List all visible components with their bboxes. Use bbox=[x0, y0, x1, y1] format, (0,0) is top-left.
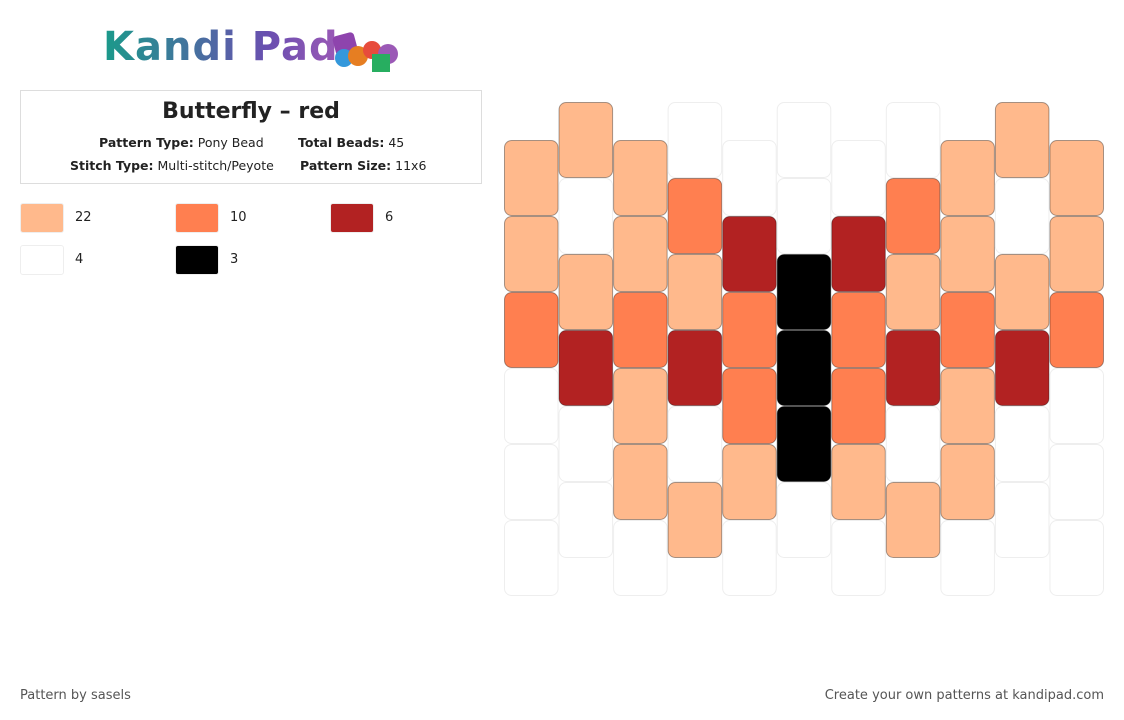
bead bbox=[722, 292, 777, 368]
bead bbox=[613, 444, 668, 520]
bead bbox=[1049, 520, 1105, 596]
field: Total Beads: 45 bbox=[298, 135, 404, 150]
bead bbox=[831, 444, 886, 520]
bead bbox=[613, 368, 668, 444]
bead bbox=[722, 520, 777, 596]
legend-count: 6 bbox=[385, 210, 394, 225]
bead bbox=[558, 254, 614, 330]
bead bbox=[722, 140, 777, 216]
bead bbox=[667, 406, 723, 482]
field-value: 11x6 bbox=[395, 158, 427, 173]
bead bbox=[831, 520, 886, 596]
bead bbox=[667, 482, 723, 558]
footer-link[interactable]: Create your own patterns at kandipad.com bbox=[824, 688, 1104, 703]
field-label: Total Beads: bbox=[298, 135, 385, 150]
bead bbox=[831, 368, 886, 444]
bead bbox=[1049, 216, 1105, 292]
bead bbox=[558, 330, 614, 406]
bead bbox=[885, 330, 941, 406]
field-value: 45 bbox=[388, 135, 405, 150]
bead bbox=[994, 254, 1050, 330]
bead bbox=[831, 140, 886, 216]
field-value: Multi-stitch/Peyote bbox=[157, 158, 274, 173]
bead bbox=[504, 520, 559, 596]
bead bbox=[831, 216, 886, 292]
bead bbox=[504, 368, 559, 444]
field-label: Pattern Type: bbox=[99, 135, 194, 150]
bead bbox=[504, 292, 559, 368]
field-label: Pattern Size: bbox=[300, 158, 392, 173]
bead bbox=[940, 292, 995, 368]
bead bbox=[1049, 292, 1105, 368]
bead bbox=[613, 216, 668, 292]
field: Pattern Size: 11x6 bbox=[300, 158, 426, 173]
bead bbox=[504, 444, 559, 520]
bead bbox=[776, 330, 832, 406]
legend-count: 3 bbox=[230, 252, 239, 267]
bead bbox=[613, 520, 668, 596]
legend-swatch bbox=[175, 203, 219, 233]
bead bbox=[885, 178, 941, 254]
pattern-title: Butterfly – red bbox=[162, 99, 340, 124]
bead bbox=[667, 102, 723, 178]
bead bbox=[776, 102, 832, 178]
bead bbox=[1049, 368, 1105, 444]
bead bbox=[831, 292, 886, 368]
bead bbox=[940, 368, 995, 444]
footer-credit: Pattern by sasels bbox=[20, 688, 131, 703]
bead bbox=[667, 254, 723, 330]
bead bbox=[994, 330, 1050, 406]
info-box: Butterfly – red Pattern Type: Pony Bead T… bbox=[20, 90, 482, 184]
bead bbox=[885, 102, 941, 178]
field-value: Pony Bead bbox=[197, 135, 264, 150]
bead bbox=[994, 178, 1050, 254]
bead bbox=[940, 444, 995, 520]
legend-swatch bbox=[175, 245, 219, 275]
legend-count: 10 bbox=[230, 210, 247, 225]
bead bbox=[504, 216, 559, 292]
legend-swatch bbox=[20, 203, 64, 233]
bead bbox=[558, 406, 614, 482]
bead bbox=[667, 178, 723, 254]
bead bbox=[994, 102, 1050, 178]
bead bbox=[994, 406, 1050, 482]
bead bbox=[885, 254, 941, 330]
field: Stitch Type: Multi-stitch/Peyote bbox=[70, 158, 274, 173]
bead bbox=[558, 482, 614, 558]
bead bbox=[722, 368, 777, 444]
bead bbox=[885, 482, 941, 558]
bead bbox=[722, 216, 777, 292]
legend-count: 22 bbox=[75, 210, 92, 225]
bead bbox=[667, 330, 723, 406]
bead bbox=[885, 406, 941, 482]
bead bbox=[776, 178, 832, 254]
bead bbox=[776, 254, 832, 330]
legend-count: 4 bbox=[75, 252, 84, 267]
bead bbox=[558, 102, 614, 178]
field: Pattern Type: Pony Bead bbox=[99, 135, 264, 150]
bead bbox=[1049, 444, 1105, 520]
bead bbox=[558, 178, 614, 254]
bead bbox=[504, 140, 559, 216]
bead bbox=[940, 520, 995, 596]
bead bbox=[776, 482, 832, 558]
bead bbox=[940, 140, 995, 216]
field-label: Stitch Type: bbox=[70, 158, 154, 173]
bead bbox=[613, 292, 668, 368]
logo[interactable]: Kandi Pad bbox=[103, 24, 339, 70]
bead bbox=[1049, 140, 1105, 216]
bead bbox=[994, 482, 1050, 558]
bead bbox=[776, 406, 832, 482]
logo-icon bbox=[332, 32, 398, 72]
bead bbox=[613, 140, 668, 216]
legend-swatch bbox=[330, 203, 374, 233]
legend-swatch bbox=[20, 245, 64, 275]
bead bbox=[722, 444, 777, 520]
bead bbox=[940, 216, 995, 292]
